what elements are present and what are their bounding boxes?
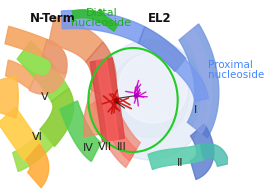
Text: V: V [41,92,48,102]
Text: IV: IV [83,143,94,153]
Polygon shape [200,144,229,167]
Polygon shape [61,11,145,43]
Text: Distal: Distal [85,8,117,18]
Polygon shape [60,101,101,161]
Polygon shape [17,41,69,102]
Polygon shape [190,124,214,180]
Polygon shape [90,58,124,142]
Polygon shape [0,76,18,118]
Polygon shape [179,24,219,138]
Polygon shape [26,144,49,188]
Polygon shape [185,29,212,133]
Polygon shape [13,131,53,171]
Text: I: I [194,105,197,115]
Polygon shape [84,90,111,136]
Ellipse shape [118,53,187,123]
Polygon shape [5,26,47,57]
Polygon shape [148,144,204,170]
Text: N-Term: N-Term [30,12,76,25]
Polygon shape [0,107,41,160]
Polygon shape [93,97,136,161]
Polygon shape [176,59,209,102]
Polygon shape [6,60,36,89]
Polygon shape [49,16,103,62]
Text: EL2: EL2 [148,12,171,25]
Polygon shape [139,27,186,71]
Polygon shape [96,59,118,141]
Polygon shape [72,10,118,31]
Polygon shape [86,42,116,101]
Polygon shape [40,88,74,146]
Text: Proximal: Proximal [208,60,253,70]
Text: III: III [117,142,127,152]
Text: nucleoside: nucleoside [208,70,264,80]
Text: II: II [177,158,184,168]
Polygon shape [29,68,65,94]
Ellipse shape [94,40,206,160]
Text: VI: VI [32,132,43,142]
Polygon shape [87,93,140,167]
Polygon shape [42,39,67,74]
Text: VII: VII [98,142,112,152]
Text: nucleoside: nucleoside [71,18,131,28]
Ellipse shape [112,53,189,138]
